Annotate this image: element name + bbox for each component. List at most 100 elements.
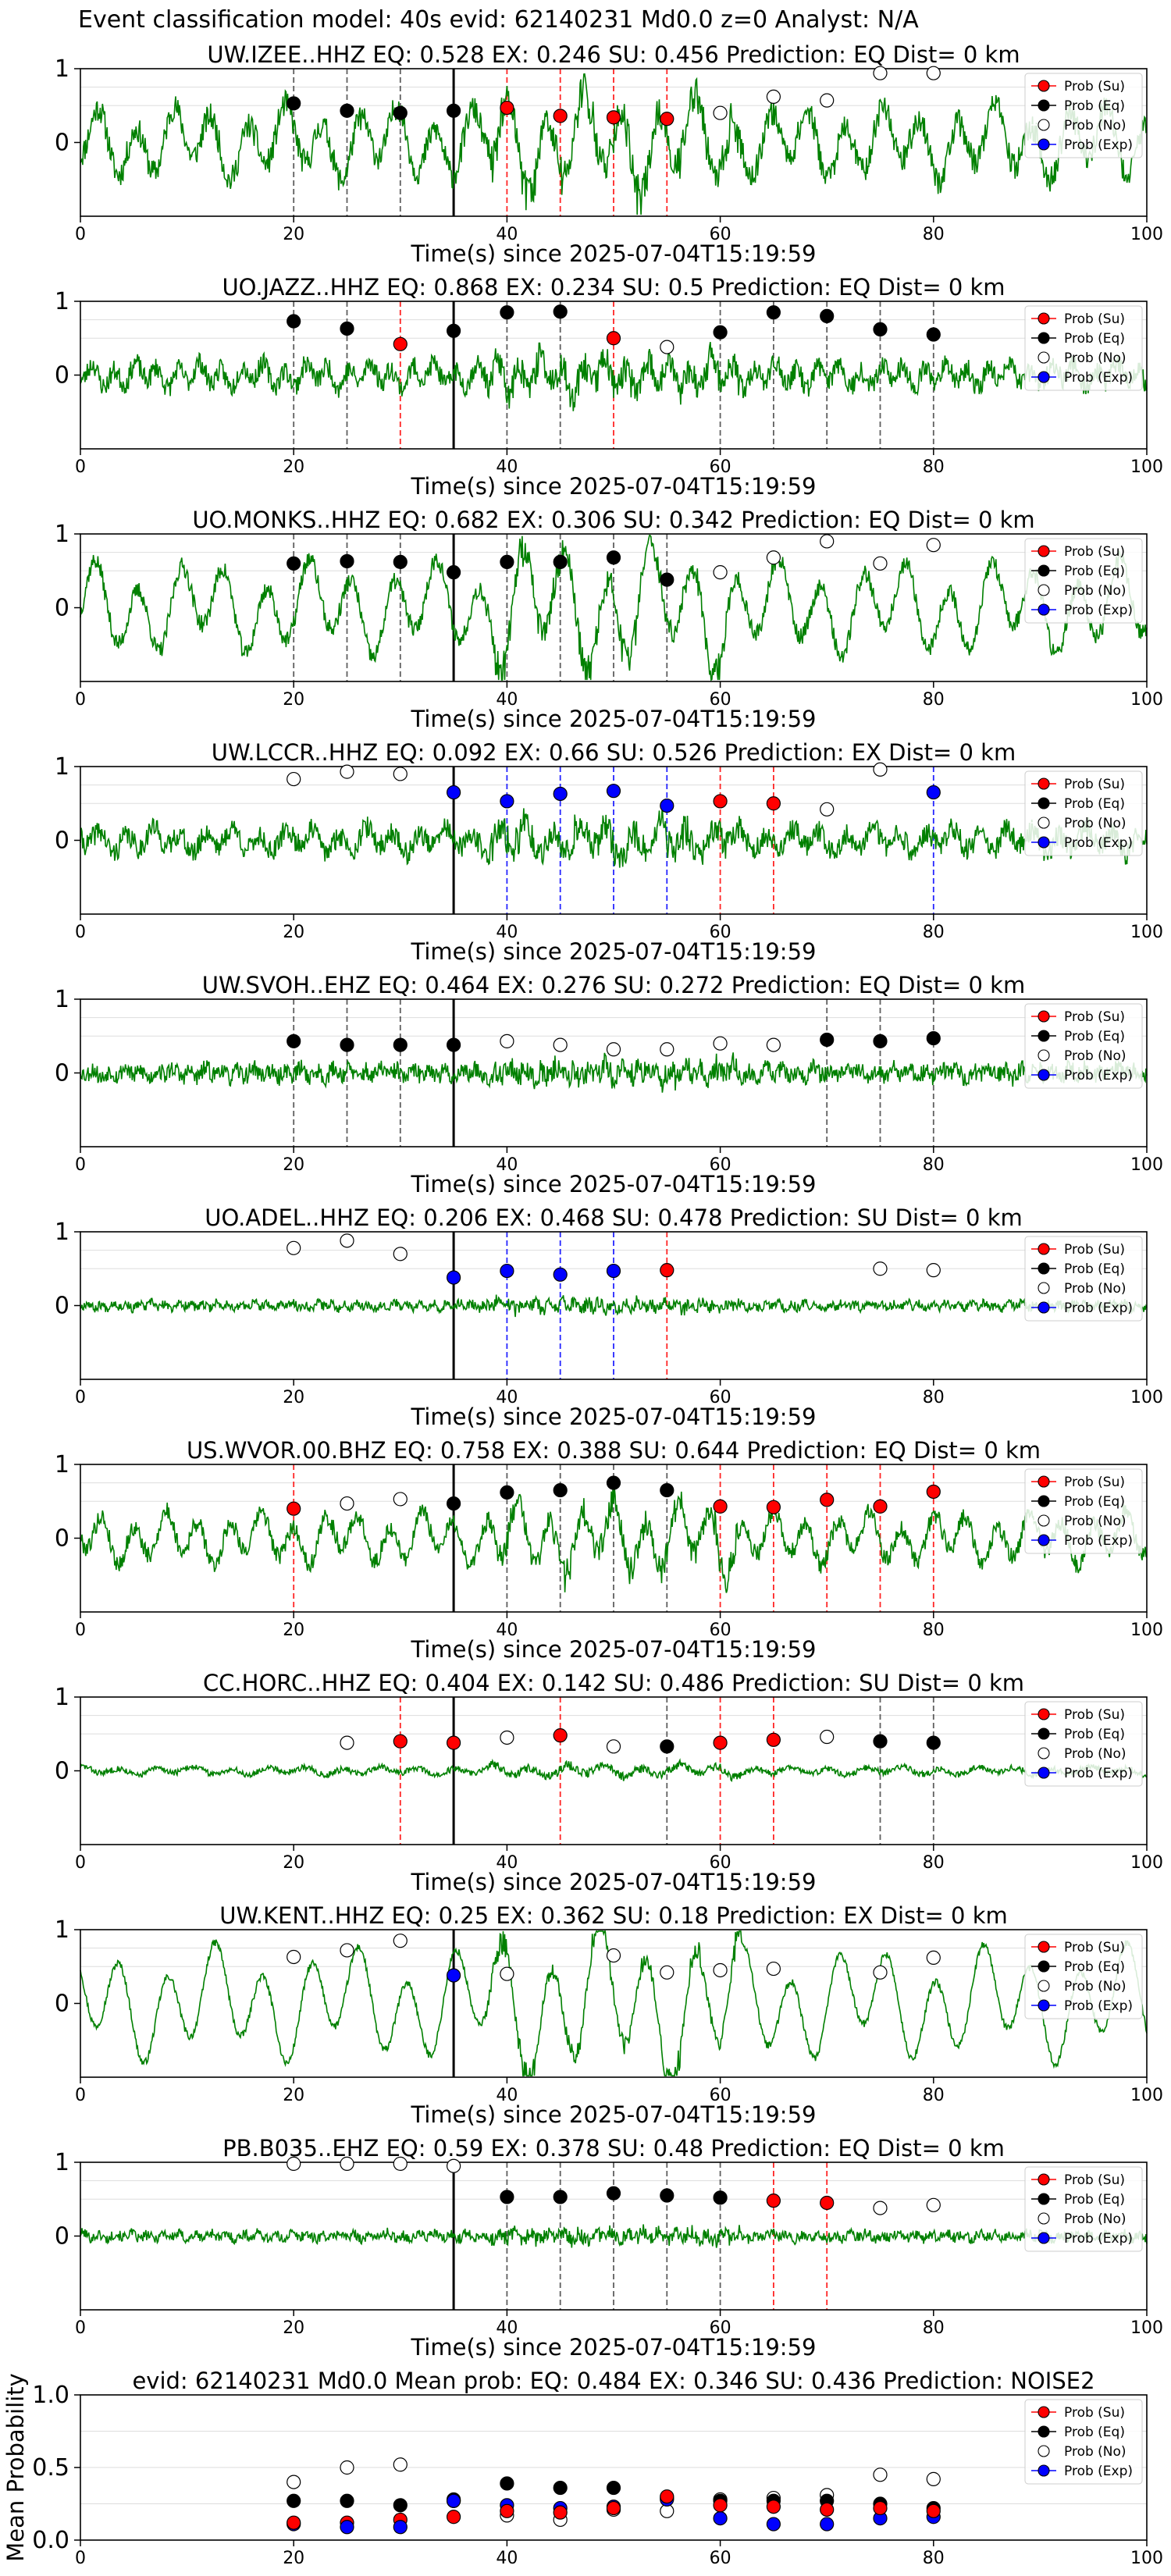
- legend-label: Prob (Exp): [1064, 2464, 1133, 2479]
- prob-point-no: [926, 1950, 941, 1966]
- y-tick-label: 1: [55, 1916, 69, 1944]
- prob-point-su: [553, 1728, 568, 1743]
- prob-point-no: [393, 1492, 408, 1507]
- legend-label: Prob (Exp): [1064, 1998, 1133, 2014]
- panel-title: UO.JAZZ..HHZ EQ: 0.868 EX: 0.234 SU: 0.5…: [222, 274, 1005, 301]
- legend-marker-exp: [1038, 1069, 1050, 1081]
- y-tick-label: 1.0: [32, 2382, 69, 2409]
- y-tick-label: 0: [55, 2223, 69, 2250]
- prob-point-exp: [553, 786, 568, 802]
- prob-point-eq: [926, 327, 941, 342]
- y-tick-label: 0: [55, 1991, 69, 2018]
- x-axis-label: Time(s) since 2025-07-04T15:19:59: [411, 706, 817, 732]
- prob-point-no: [873, 1965, 888, 1980]
- x-tick-label: 100: [1130, 1388, 1163, 1407]
- x-tick-label: 80: [923, 225, 945, 244]
- legend-label: Prob (Exp): [1064, 603, 1133, 618]
- prob-point-su: [287, 1501, 301, 1516]
- legend-marker-eq: [1038, 797, 1050, 809]
- prob-point-no: [926, 2471, 941, 2486]
- legend-label: Prob (Su): [1064, 1475, 1125, 1490]
- waveform-trace: [80, 342, 1148, 411]
- prob-point-no: [820, 802, 835, 817]
- prob-point-eq: [606, 550, 621, 565]
- y-tick-label: 0.5: [32, 2454, 69, 2482]
- legend-label: Prob (No): [1064, 1514, 1127, 1529]
- prob-point-no: [287, 1949, 301, 1965]
- panel-title: UW.KENT..HHZ EQ: 0.25 EX: 0.362 SU: 0.18…: [219, 1902, 1008, 1929]
- prob-point-su: [606, 2500, 621, 2516]
- legend-marker-no: [1038, 119, 1050, 131]
- legend-marker-no: [1038, 2445, 1050, 2457]
- legend-box: [1024, 770, 1143, 856]
- legend-label: Prob (Su): [1064, 1940, 1125, 1955]
- prob-point-eq: [820, 308, 835, 323]
- legend-label: Prob (Su): [1064, 777, 1125, 792]
- prob-point-su: [393, 1734, 408, 1749]
- prob-point-exp: [340, 2520, 354, 2535]
- legend-box: [1024, 73, 1143, 158]
- x-axis-label: Time(s) since 2025-07-04T15:19:59: [411, 938, 817, 965]
- prob-point-exp: [606, 784, 621, 799]
- waveform-trace: [80, 1294, 1148, 1318]
- legend-label: Prob (No): [1064, 816, 1127, 831]
- prob-point-su: [766, 2194, 781, 2208]
- legend-label: Prob (Eq): [1064, 564, 1125, 579]
- legend: Prob (Su) Prob (Eq) Prob (No) Prob (Exp): [1024, 770, 1143, 856]
- prob-point-eq: [553, 554, 568, 570]
- prob-point-no: [873, 1261, 888, 1276]
- legend-marker-exp: [1038, 836, 1050, 849]
- legend-marker-exp: [1038, 1534, 1050, 1546]
- legend-marker-no: [1038, 1747, 1050, 1759]
- prob-point-no: [820, 1729, 835, 1745]
- prob-point-exp: [766, 2517, 781, 2532]
- x-tick-label: 100: [1130, 690, 1163, 710]
- prob-point-su: [446, 2510, 461, 2524]
- legend-label: Prob (Eq): [1064, 331, 1125, 347]
- x-tick-label: 100: [1130, 2086, 1163, 2105]
- legend-marker-no: [1038, 1980, 1050, 1992]
- x-tick-label: 0: [75, 2549, 86, 2568]
- legend-marker-eq: [1038, 1495, 1050, 1507]
- prob-point-no: [606, 1739, 621, 1754]
- x-axis-label: Time(s) since 2025-07-04T15:19:59: [411, 1636, 817, 1663]
- prob-point-exp: [446, 1968, 461, 1983]
- legend: Prob (Su) Prob (Eq) Prob (No) Prob (Exp): [1024, 2166, 1143, 2252]
- prob-point-no: [500, 1730, 514, 1745]
- prob-point-exp: [660, 798, 674, 813]
- prob-point-exp: [446, 785, 461, 800]
- prob-point-no: [553, 1037, 568, 1052]
- y-tick-label: 1: [55, 2149, 69, 2176]
- prob-point-eq: [660, 1739, 674, 1754]
- legend: Prob (Su) Prob (Eq) Prob (No) Prob (Exp): [1024, 1236, 1143, 1322]
- prob-point-eq: [606, 1475, 621, 1490]
- legend-label: Prob (Su): [1064, 2405, 1125, 2421]
- y-tick-label: 1: [55, 1684, 69, 1711]
- x-axis-label: Time(s) since 2025-07-04T15:19:59: [411, 1171, 817, 1197]
- x-tick-label: 60: [710, 2318, 731, 2338]
- prob-point-su: [553, 2505, 568, 2520]
- prob-point-eq: [446, 103, 461, 118]
- legend-marker-eq: [1038, 99, 1050, 112]
- x-tick-label: 0: [75, 1155, 86, 1175]
- panel-title: UW.IZEE..HHZ EQ: 0.528 EX: 0.246 SU: 0.4…: [207, 41, 1020, 68]
- prob-point-eq: [340, 103, 354, 118]
- y-tick-label: 1: [55, 986, 69, 1013]
- legend-marker-exp: [1038, 138, 1050, 151]
- legend: Prob (Su) Prob (Eq) Prob (No) Prob (Exp): [1024, 73, 1143, 158]
- prob-point-no: [713, 565, 728, 580]
- legend-box: [1024, 538, 1143, 624]
- x-tick-label: 20: [283, 1155, 304, 1175]
- y-tick-label: 0: [55, 595, 69, 622]
- legend-marker-exp: [1038, 371, 1050, 383]
- waveform-trace: [80, 805, 1148, 868]
- prob-point-no: [766, 89, 781, 105]
- legend-marker-no: [1038, 584, 1050, 596]
- legend-label: Prob (Exp): [1064, 370, 1133, 386]
- x-axis-label: Time(s) since 2025-07-04T15:19:59: [411, 1404, 817, 1430]
- x-tick-label: 20: [283, 2086, 304, 2105]
- legend-marker-exp: [1038, 1301, 1050, 1314]
- legend: Prob (Su) Prob (Eq) Prob (No) Prob (Exp): [1024, 305, 1143, 391]
- legend-marker-no: [1038, 2212, 1050, 2225]
- legend-marker-no: [1038, 1049, 1050, 1062]
